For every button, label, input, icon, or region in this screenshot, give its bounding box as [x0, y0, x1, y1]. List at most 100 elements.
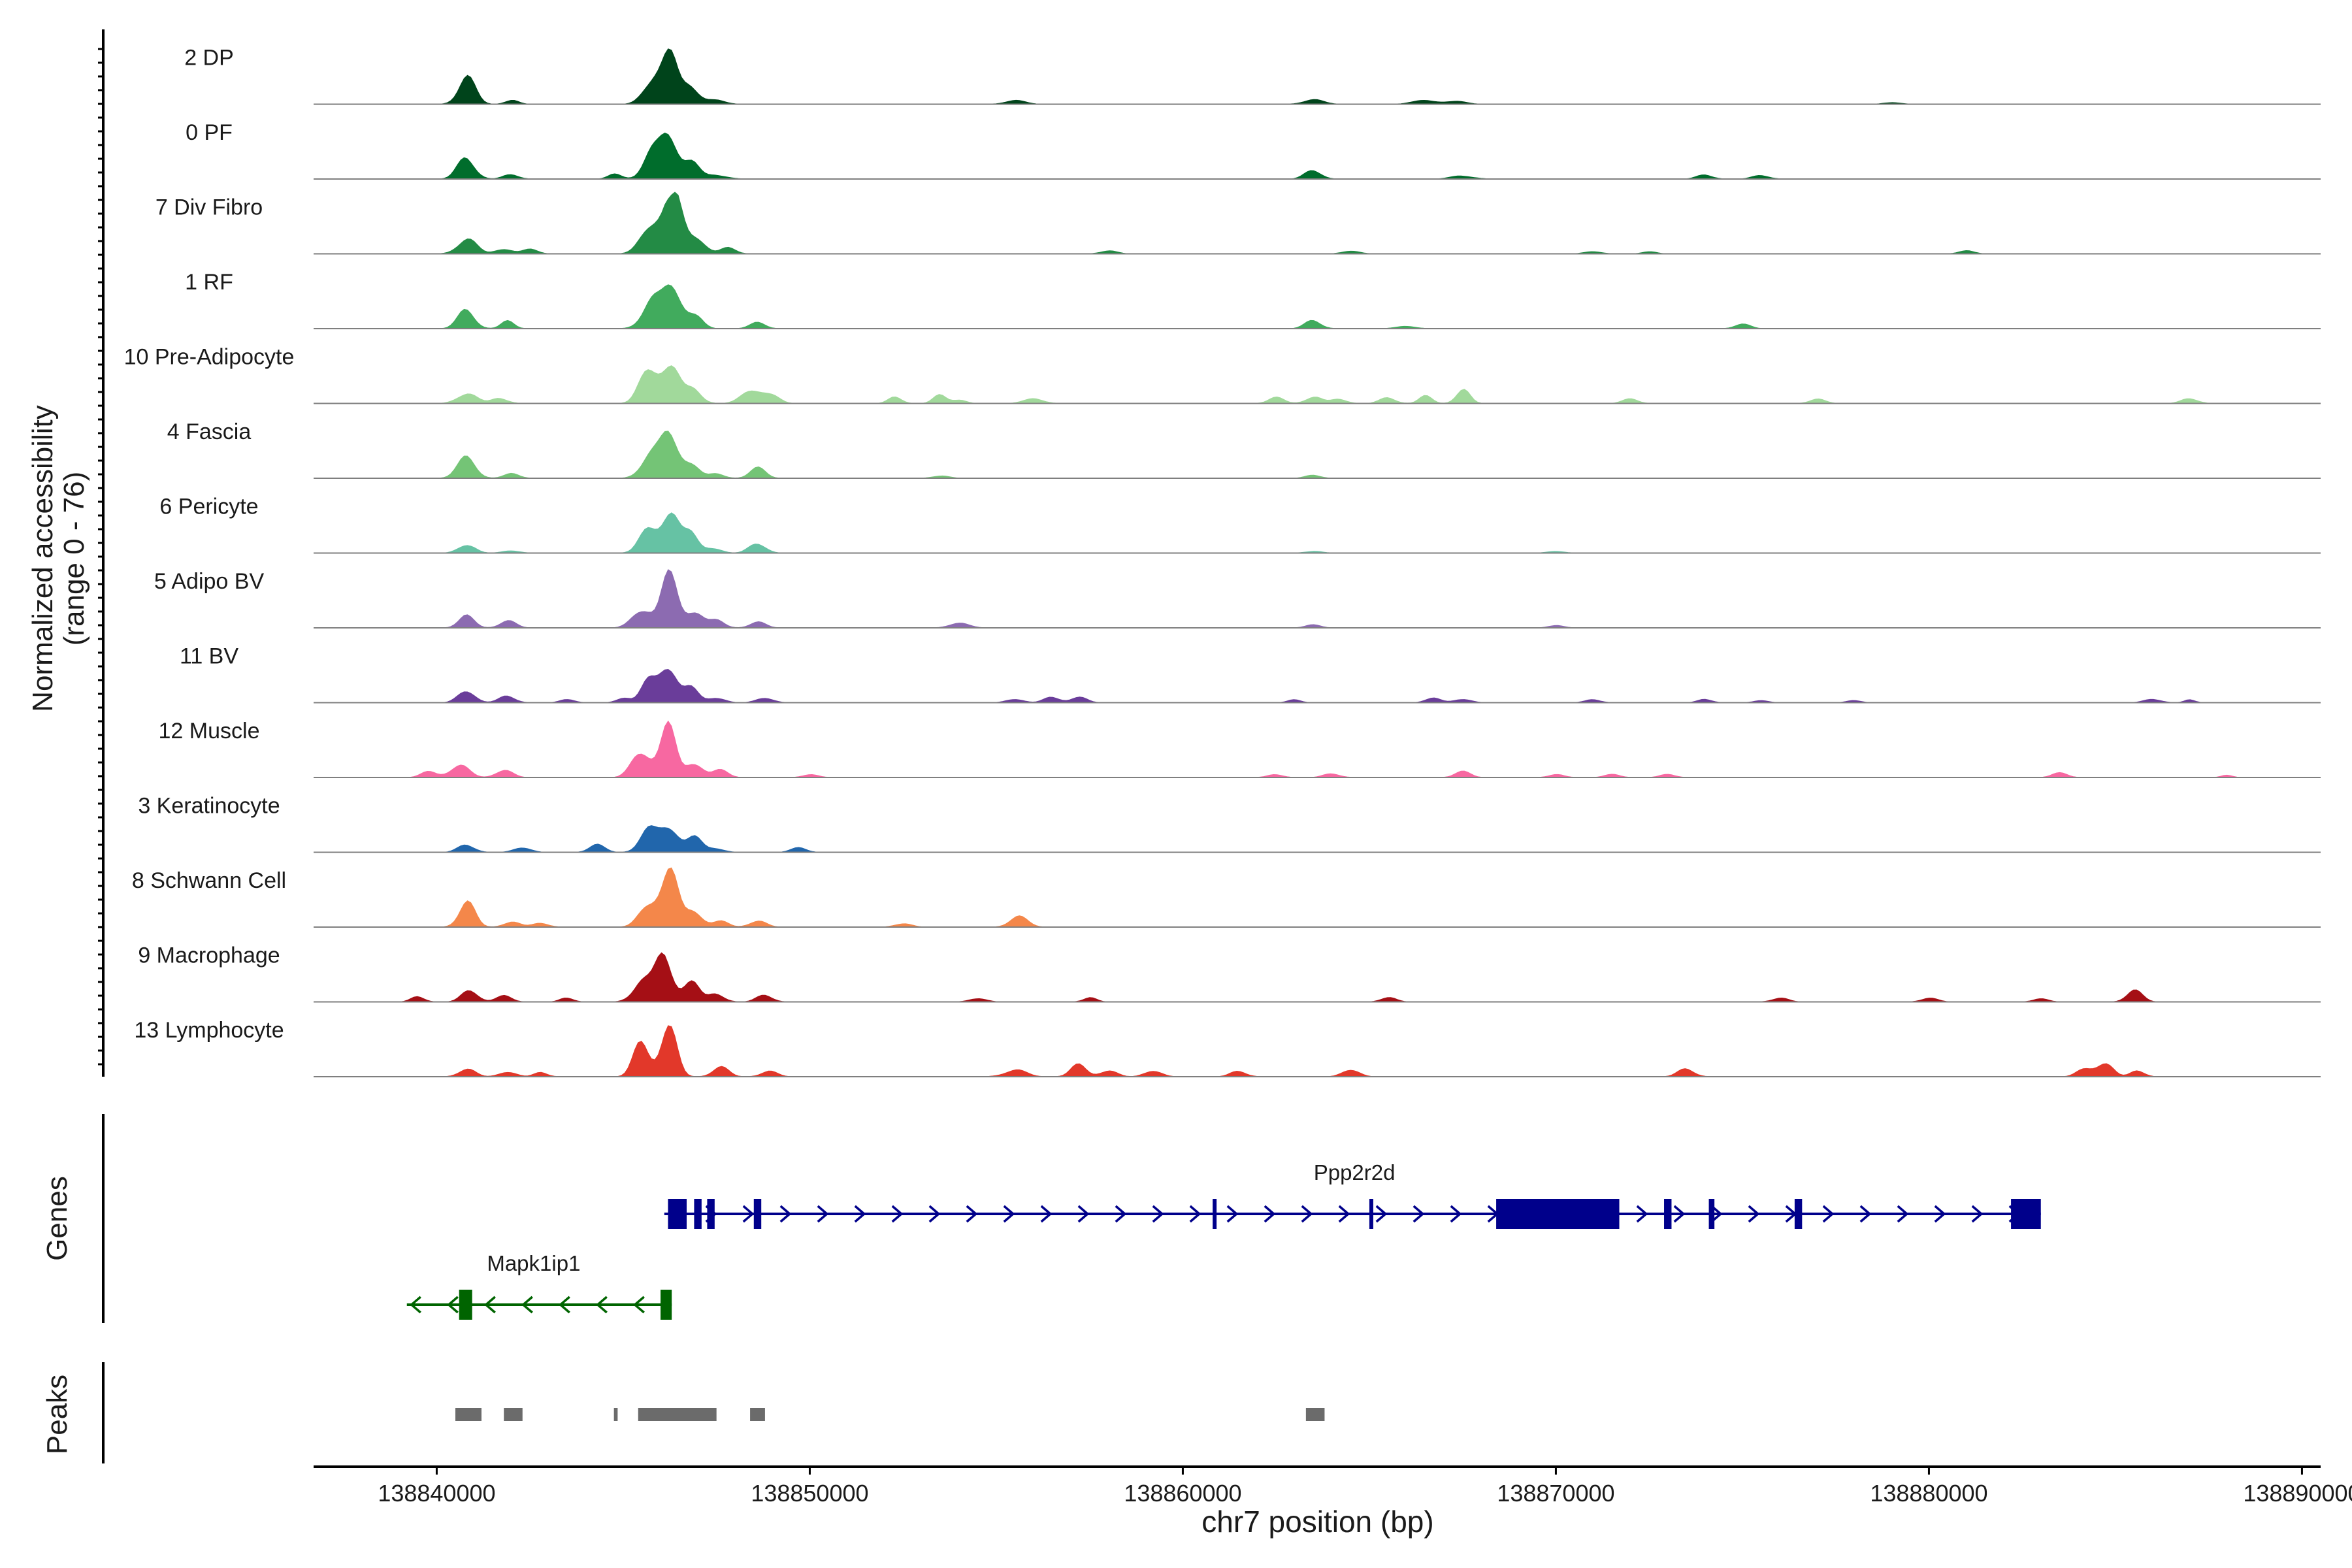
strand-arrow [928, 1205, 941, 1223]
track-label: 8 Schwann Cell [132, 868, 286, 893]
track-10: 12 Muscle [159, 719, 2321, 778]
coverage-area [314, 48, 2321, 105]
gene-Mapk1ip1: Mapk1ip1 [406, 1251, 672, 1320]
gene-label: Ppp2r2d [1314, 1160, 1396, 1184]
strand-arrow [1115, 1205, 1127, 1223]
peaks-panel [455, 1408, 1325, 1421]
strand-arrow [779, 1205, 792, 1223]
x-tick-label: 138890000 [2243, 1480, 2352, 1507]
coverage-area [314, 512, 2321, 553]
track-1: 2 DP [184, 46, 2321, 105]
gene-exon [459, 1290, 472, 1320]
x-tick-label: 138870000 [1497, 1480, 1614, 1507]
x-axis: 138840000 138850000 138860000 138870000 1388… [314, 1465, 2352, 1507]
strand-arrow [1636, 1205, 1648, 1223]
coverage-area [314, 191, 2321, 254]
track-12: 8 Schwann Cell [132, 867, 2321, 928]
strand-arrow [742, 1205, 755, 1223]
track-3: 7 Div Fibro [155, 191, 2321, 255]
strand-arrow [1226, 1205, 1239, 1223]
strand-arrow [1934, 1205, 1946, 1223]
strand-arrow [1413, 1205, 1425, 1223]
x-tick-label: 138840000 [378, 1480, 495, 1507]
strand-arrow [1859, 1205, 1872, 1223]
gene-exon [707, 1199, 715, 1229]
strand-arrow [596, 1296, 608, 1314]
gene-annotation-panel: Ppp2r2d Mapk1ip1 [406, 1160, 2041, 1320]
track-13: 9 Macrophage [138, 943, 2321, 1003]
track-label: 1 RF [185, 270, 233, 295]
coverage-area [314, 1025, 2321, 1077]
strand-arrow [1003, 1205, 1015, 1223]
track-5: 10 Pre-Adipocyte [124, 345, 2321, 404]
strand-arrow [1152, 1205, 1164, 1223]
peak-region [455, 1408, 482, 1421]
coverage-area [314, 431, 2321, 479]
peak-region [750, 1408, 765, 1421]
track-label: 5 Adipo BV [154, 569, 265, 594]
gene-exon [694, 1199, 702, 1229]
strand-arrow [484, 1296, 496, 1314]
coverage-tracks: 2 DP 0 PF 7 Div Fibro 1 RF 10 Pre-Adipocyte 4… [124, 46, 2321, 1077]
strand-arrow [854, 1205, 866, 1223]
y-axis-range-label: (range 0 - 76) [58, 472, 90, 646]
gene-exon [1213, 1199, 1217, 1229]
track-label: 3 Keratinocyte [138, 794, 280, 819]
coverage-area [314, 365, 2321, 404]
strand-arrow [891, 1205, 904, 1223]
peak-region [613, 1408, 618, 1421]
x-tick-label: 138860000 [1124, 1480, 1241, 1507]
track-label: 13 Lymphocyte [134, 1018, 284, 1043]
gene-exon [661, 1290, 672, 1320]
track-label: 10 Pre-Adipocyte [124, 345, 295, 370]
strand-arrow [410, 1296, 421, 1314]
strand-arrow [1971, 1205, 1984, 1223]
track-label: 0 PF [186, 120, 233, 145]
strand-arrow [633, 1296, 645, 1314]
strand-arrow [1748, 1205, 1760, 1223]
peaks-panel-label: Peaks [41, 1375, 73, 1454]
track-14: 13 Lymphocyte [134, 1018, 2321, 1077]
track-label: 11 BV [180, 644, 238, 669]
coverage-area [314, 133, 2321, 180]
track-label: 6 Pericyte [159, 495, 258, 519]
strand-arrow [817, 1205, 829, 1223]
track-4: 1 RF [185, 270, 2321, 329]
gene-exon [2011, 1199, 2041, 1229]
coverage-area [314, 952, 2321, 1003]
track-11: 3 Keratinocyte [138, 794, 2321, 853]
peak-region [638, 1408, 717, 1421]
strand-arrow [1710, 1205, 1723, 1223]
gene-label: Mapk1ip1 [487, 1251, 580, 1275]
coverage-area [314, 569, 2321, 629]
y-axis-ticks [98, 48, 103, 1066]
track-7: 6 Pericyte [159, 495, 2321, 554]
x-tick-label: 138850000 [751, 1480, 868, 1507]
gene-exon [668, 1199, 687, 1229]
peak-region [504, 1408, 523, 1421]
track-label: 2 DP [184, 46, 234, 71]
genes-panel-label: Genes [41, 1176, 73, 1261]
x-tick-label: 138880000 [1870, 1480, 1987, 1507]
y-axis-title: Normalized accessibility [27, 405, 59, 711]
strand-arrow [447, 1296, 459, 1314]
strand-arrow [1338, 1205, 1350, 1223]
gene-Ppp2r2d: Ppp2r2d [664, 1160, 2041, 1229]
strand-arrow [1450, 1205, 1462, 1223]
track-8: 5 Adipo BV [154, 569, 2321, 629]
x-axis-title: chr7 position (bp) [1201, 1505, 1433, 1539]
gene-exon [1496, 1199, 1620, 1229]
strand-arrow [1264, 1205, 1276, 1223]
strand-arrow [1375, 1205, 1388, 1223]
gene-exon [753, 1199, 762, 1229]
strand-arrow [1189, 1205, 1201, 1223]
track-9: 11 BV [180, 644, 2321, 704]
strand-arrow [521, 1296, 533, 1314]
strand-arrow [1040, 1205, 1053, 1223]
strand-arrow [1897, 1205, 1909, 1223]
coverage-area [314, 825, 2321, 853]
gene-exon [1794, 1199, 1803, 1229]
gene-exon [1664, 1199, 1672, 1229]
track-label: 9 Macrophage [138, 943, 280, 968]
strand-arrow [1673, 1205, 1686, 1223]
